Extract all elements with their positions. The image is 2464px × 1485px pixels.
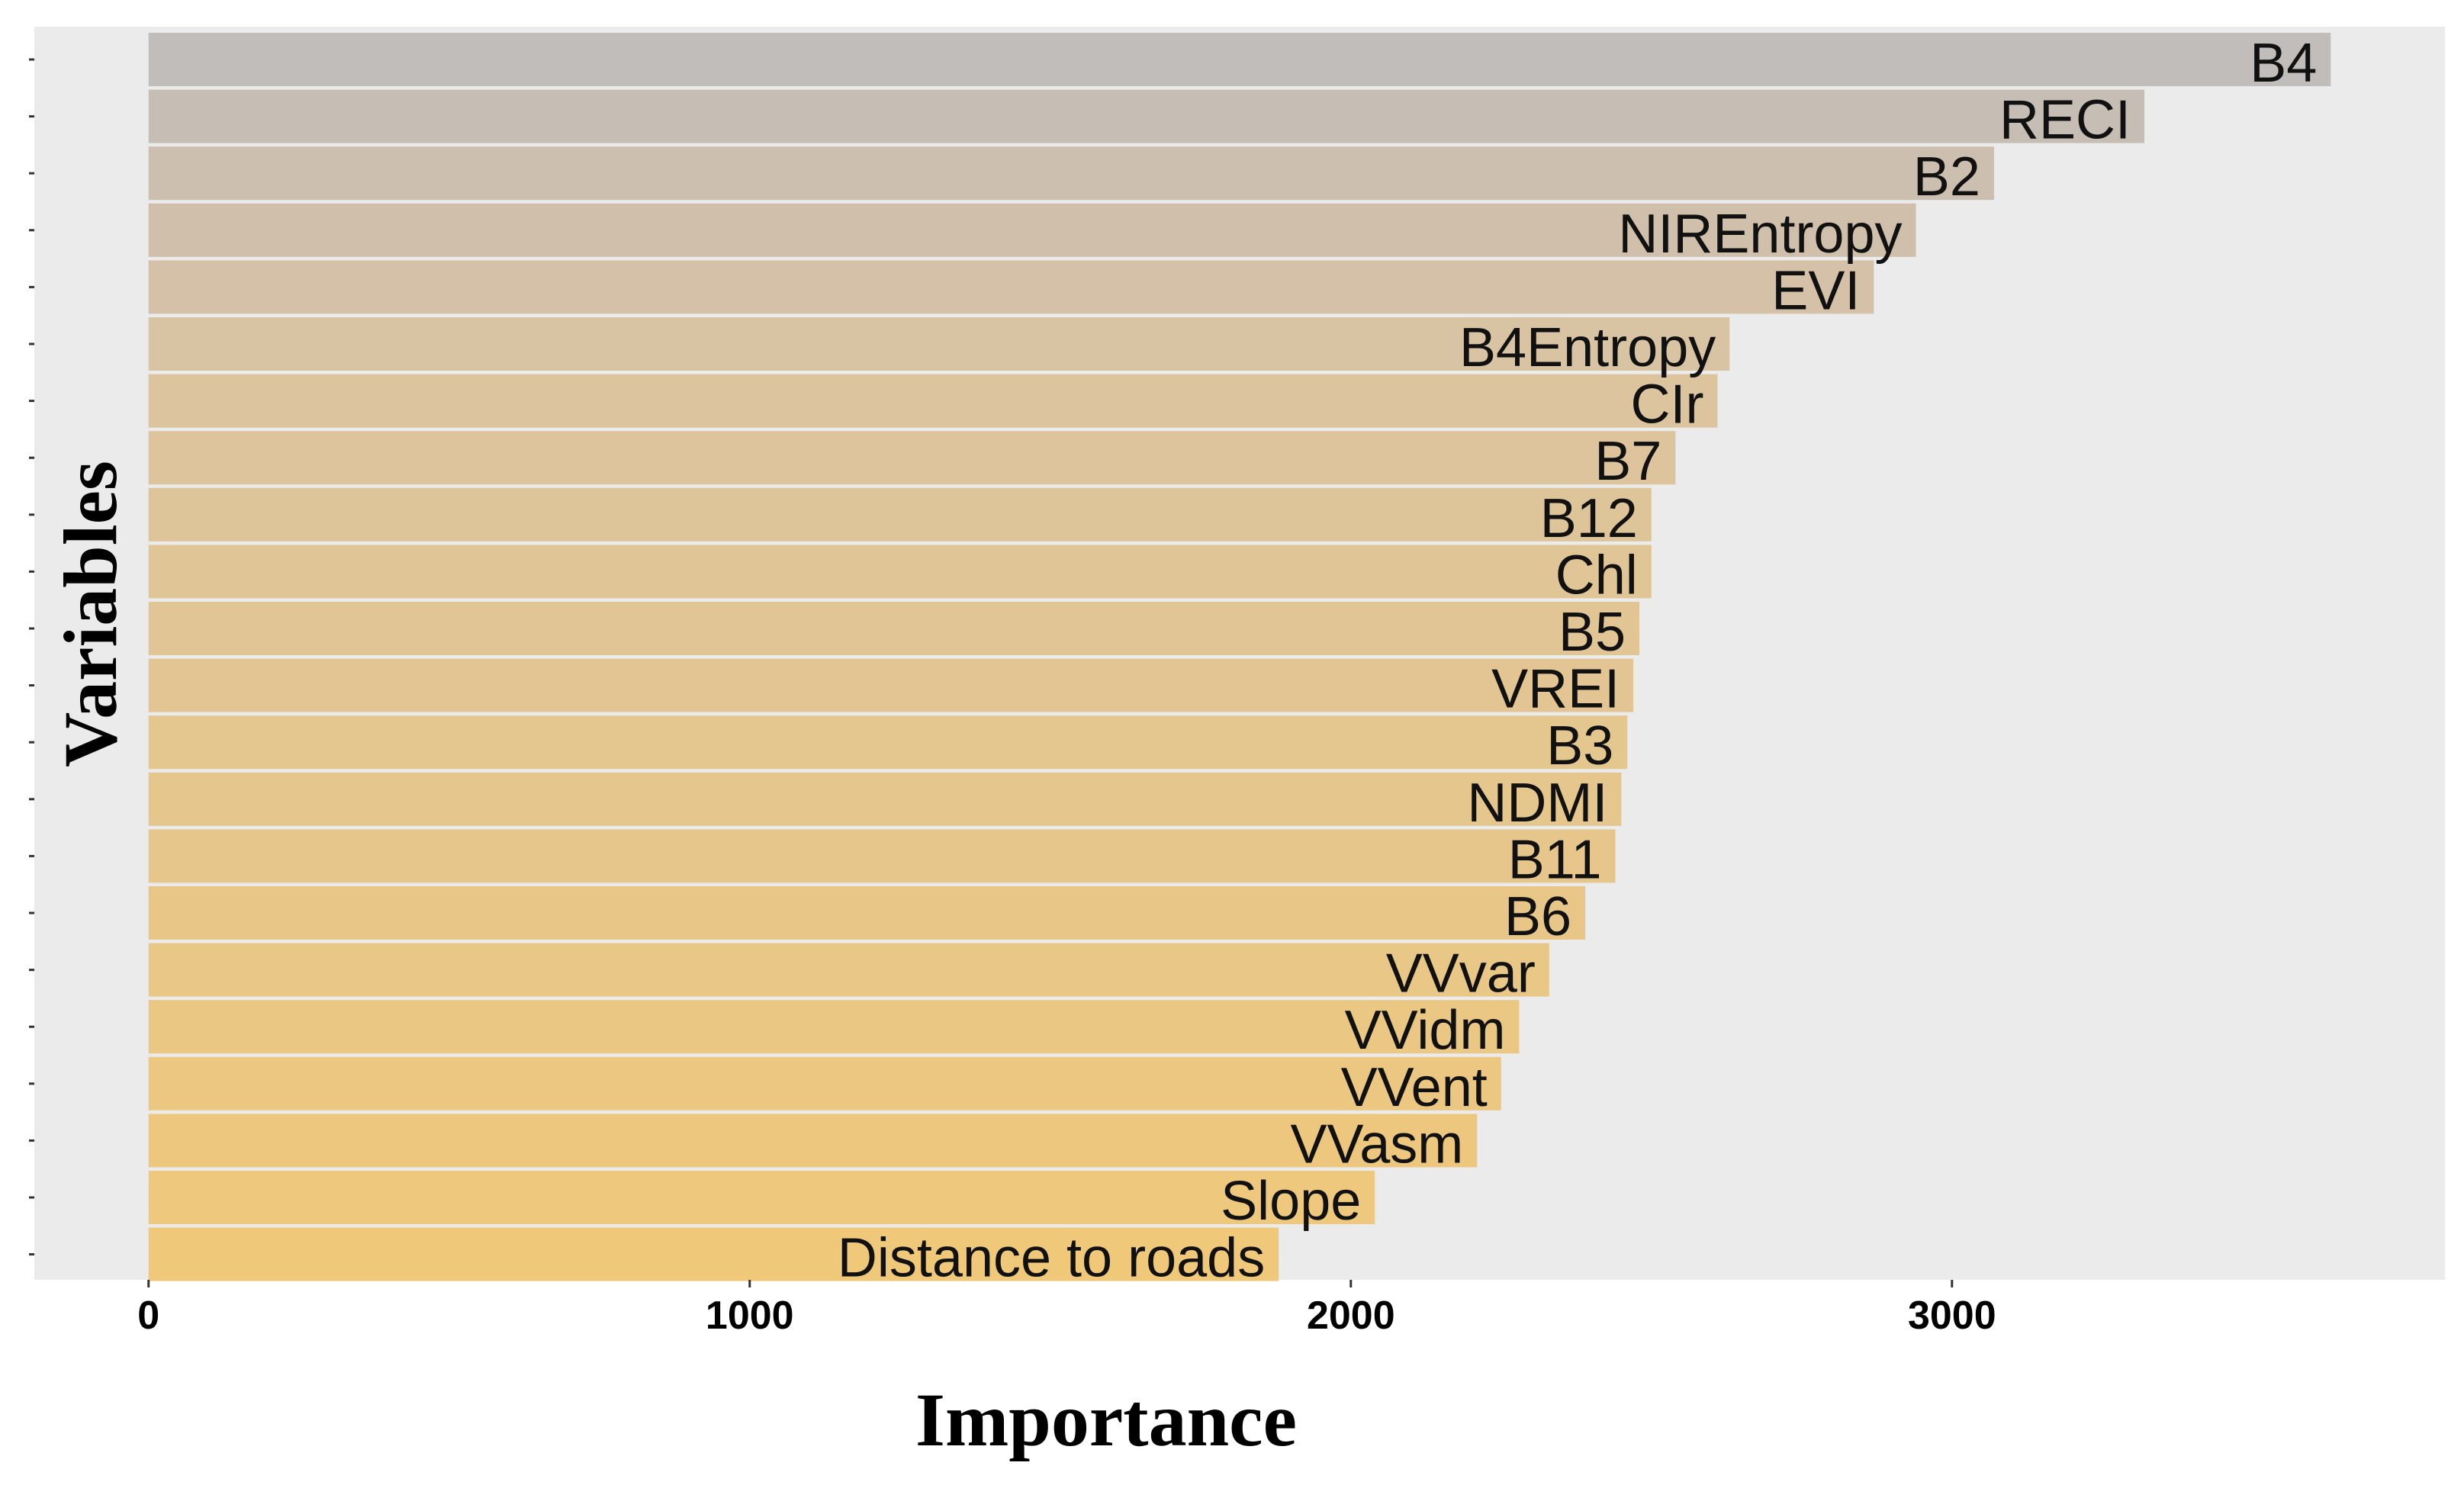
bar-label: RECI bbox=[1999, 90, 2131, 151]
bar bbox=[148, 658, 1634, 712]
bar bbox=[148, 146, 1994, 201]
bars-group bbox=[148, 33, 2331, 1281]
bar bbox=[148, 89, 2144, 143]
y-axis-title: Variables bbox=[48, 461, 133, 767]
bar bbox=[148, 1056, 1501, 1111]
bar-label: VVent bbox=[1341, 1057, 1488, 1118]
bar bbox=[148, 1227, 1279, 1281]
x-tick-label: 0 bbox=[137, 1294, 159, 1338]
bar bbox=[148, 602, 1640, 655]
x-tick-label: 3000 bbox=[1908, 1294, 1996, 1338]
bar-label: NIREntropy bbox=[1618, 204, 1902, 265]
bar-label: Slope bbox=[1221, 1171, 1361, 1232]
bar bbox=[148, 715, 1628, 770]
bar-label: B5 bbox=[1558, 602, 1626, 663]
bar-label: B3 bbox=[1546, 715, 1613, 776]
bar bbox=[148, 545, 1652, 599]
x-axis-ticks: 0 1000 2000 3000 bbox=[137, 1280, 1996, 1338]
bar-label: VVasm bbox=[1291, 1114, 1464, 1175]
bar-label: Distance to roads bbox=[838, 1228, 1265, 1289]
bar bbox=[148, 203, 1916, 257]
bar-label: B7 bbox=[1594, 431, 1661, 492]
bar bbox=[148, 260, 1874, 314]
x-axis-title: Importance bbox=[915, 1377, 1297, 1462]
bar-label: VVvar bbox=[1386, 943, 1536, 1004]
bar-label: VREI bbox=[1491, 659, 1620, 720]
x-tick-label: 2000 bbox=[1307, 1294, 1395, 1338]
x-tick-label: 1000 bbox=[706, 1294, 794, 1338]
bar-label: B11 bbox=[1508, 829, 1602, 890]
bar bbox=[148, 33, 2331, 86]
bar bbox=[148, 1000, 1520, 1054]
bar-label: B4Entropy bbox=[1459, 317, 1716, 378]
bar bbox=[148, 829, 1616, 883]
bar-label: B4 bbox=[2250, 33, 2317, 94]
bar-label: EVI bbox=[1771, 260, 1860, 321]
bar bbox=[148, 1171, 1375, 1224]
bar bbox=[148, 431, 1676, 485]
bar-label: VVidm bbox=[1345, 1000, 1506, 1061]
bar bbox=[148, 374, 1718, 428]
bar-label: B2 bbox=[1913, 146, 1980, 207]
y-axis-ticks bbox=[29, 58, 34, 1256]
bar-label: B12 bbox=[1540, 488, 1638, 549]
bar bbox=[148, 886, 1586, 940]
bar bbox=[148, 1114, 1478, 1168]
bar bbox=[148, 772, 1622, 826]
bar-label: Chl bbox=[1555, 545, 1638, 606]
bar bbox=[148, 487, 1652, 542]
bar-label: NDMI bbox=[1467, 773, 1607, 834]
bar-label: B6 bbox=[1504, 886, 1571, 947]
bar-label: CIr bbox=[1630, 374, 1703, 436]
bar bbox=[148, 317, 1730, 371]
bar bbox=[148, 943, 1549, 997]
